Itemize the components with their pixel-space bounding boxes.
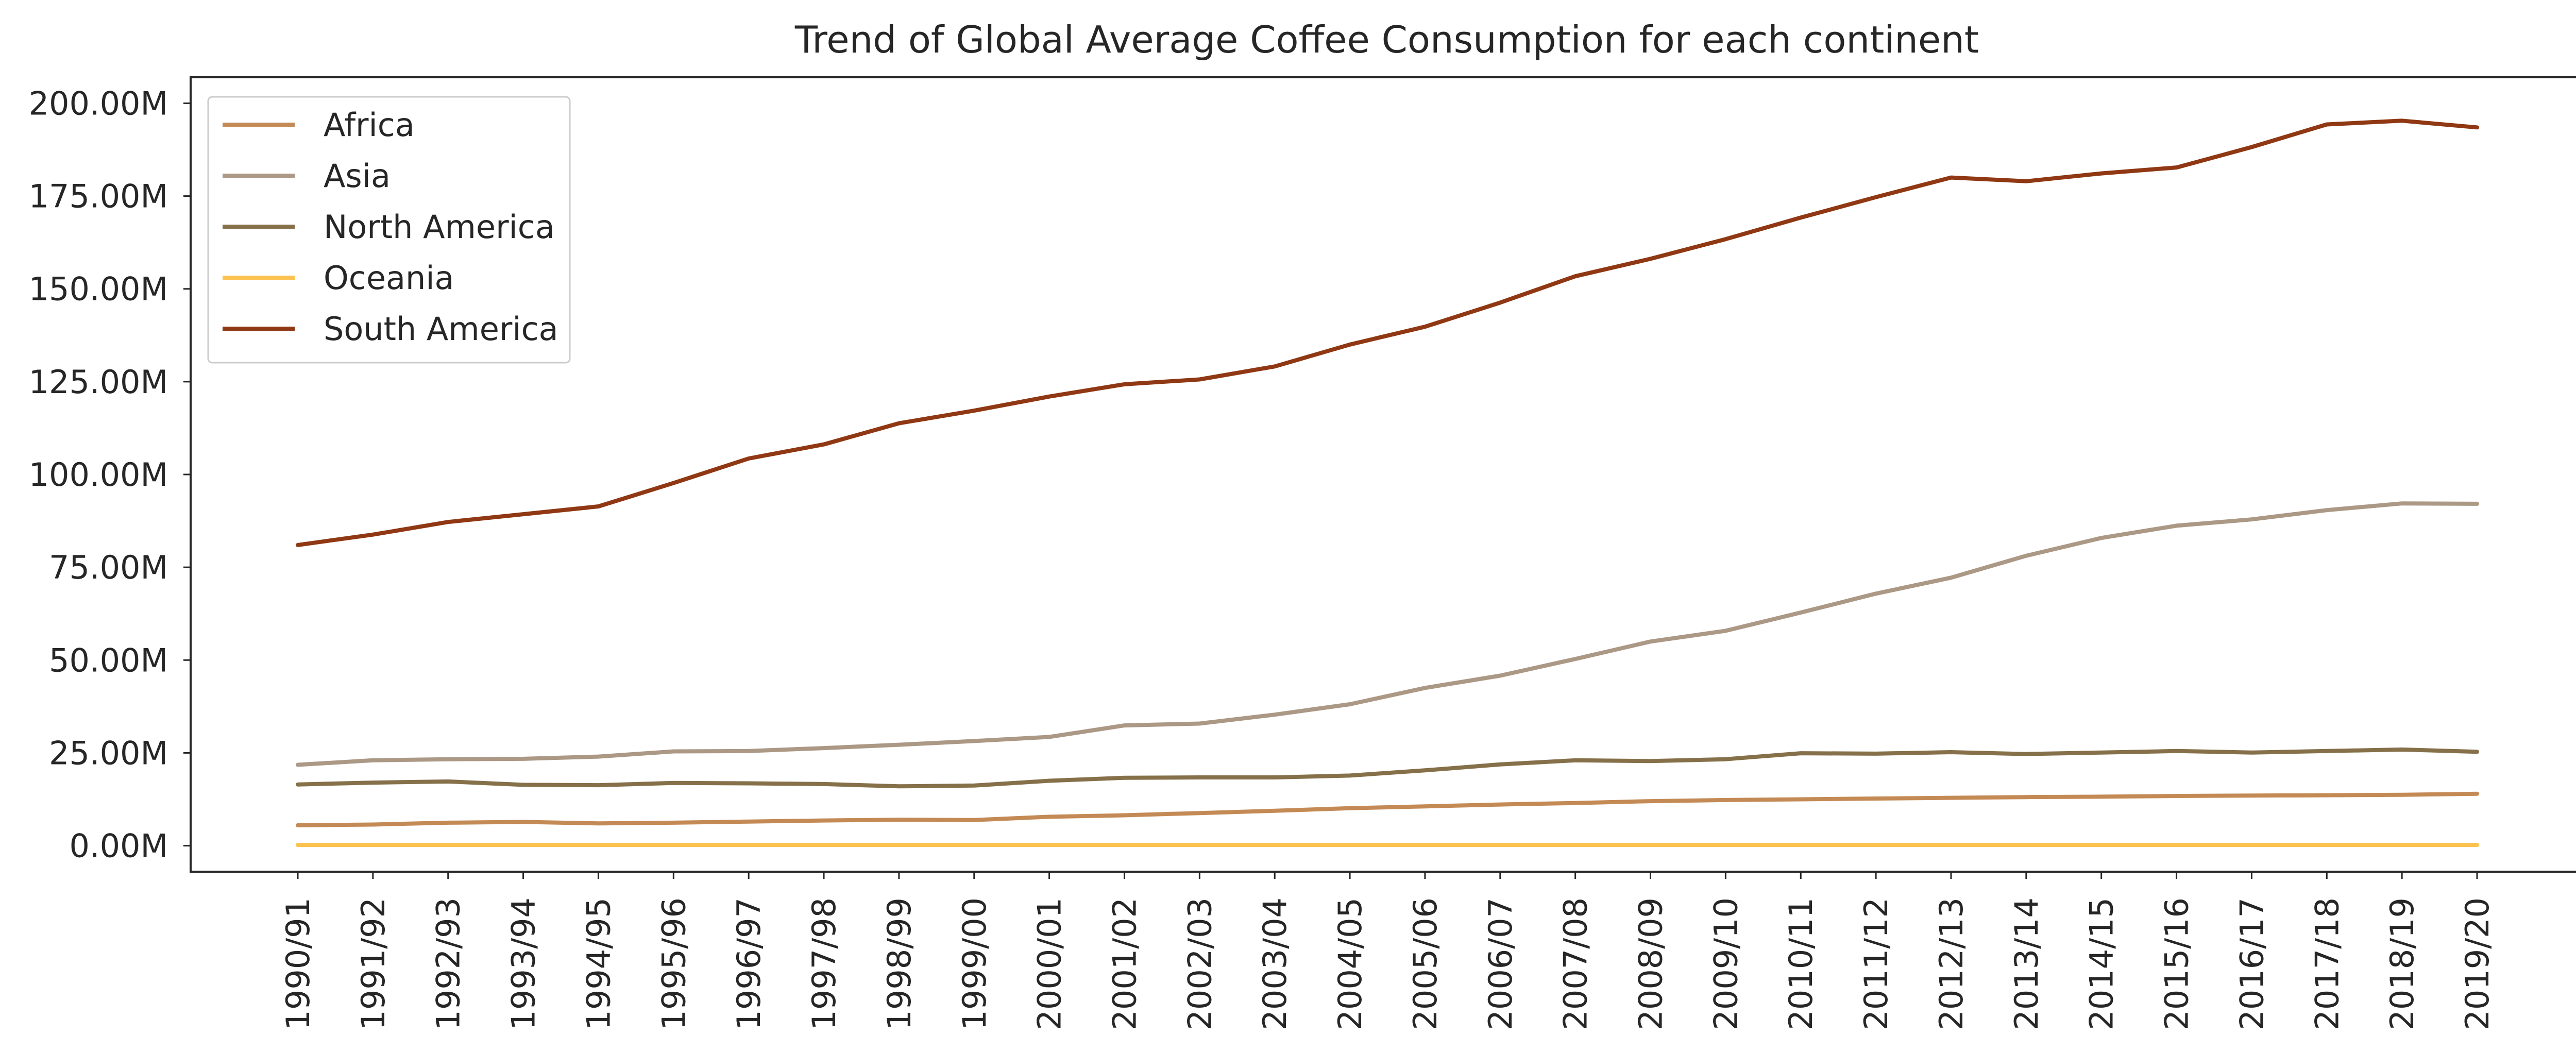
x-tick-label: 1996/97 (730, 897, 768, 1030)
y-tick-label: 175.00M (29, 178, 168, 215)
legend-box (207, 96, 571, 364)
x-tick-label: 2002/03 (1181, 897, 1218, 1030)
chart-title: Trend of Global Average Coffee Consumpti… (794, 18, 1979, 61)
legend-label: North America (324, 208, 555, 246)
x-tick-label: 1993/94 (505, 897, 543, 1030)
y-tick-label: 125.00M (29, 363, 168, 401)
series-line-asia (296, 501, 2479, 767)
legend-label: Oceania (324, 259, 454, 297)
legend-label: South America (324, 310, 558, 348)
legend-label: Africa (324, 106, 415, 144)
x-tick-label: 2009/10 (1707, 897, 1744, 1030)
series-layer (296, 118, 2479, 847)
legend-label: Asia (324, 157, 391, 195)
x-tick-label: 2015/16 (2158, 897, 2196, 1030)
y-tick-label: 100.00M (29, 456, 168, 494)
x-tick-label: 2018/19 (2383, 897, 2421, 1030)
x-tick-label: 2012/13 (1933, 897, 1970, 1030)
legend: Africa Asia North America Oceania South Amer… (207, 96, 571, 364)
y-tick-label: 25.00M (49, 734, 168, 772)
x-tick-label: 1990/91 (279, 897, 317, 1030)
x-tick-label: 2008/09 (1632, 897, 1670, 1030)
x-tick-label: 1998/99 (880, 897, 918, 1030)
x-tick-label: 2001/02 (1106, 897, 1143, 1030)
x-tick-label: 2004/05 (1331, 897, 1369, 1030)
y-tick-label: 200.00M (29, 84, 168, 122)
x-tick-label: 2011/12 (1857, 897, 1895, 1030)
y-axis: 0.00M 25.00M 50.00M 75.00M 100.00M 125.00M 150… (29, 84, 191, 865)
series-line-south-america (296, 118, 2479, 547)
x-axis: 1990/91 1991/92 1992/93 1993/94 1994/95 1995/… (279, 872, 2496, 1030)
x-tick-label: 1999/00 (956, 897, 993, 1030)
x-tick-label: 2010/11 (1782, 897, 1820, 1030)
x-tick-label: 1994/95 (580, 897, 617, 1030)
y-tick-label: 0.00M (69, 827, 168, 865)
x-tick-label: 2013/14 (2008, 897, 2045, 1030)
series-line-africa (296, 791, 2479, 827)
x-tick-label: 1995/96 (655, 897, 692, 1030)
x-tick-label: 2017/18 (2308, 897, 2346, 1030)
x-tick-label: 2006/07 (1482, 897, 1519, 1030)
x-tick-label: 2019/20 (2459, 897, 2496, 1030)
y-tick-label: 150.00M (29, 270, 168, 308)
y-tick-label: 75.00M (49, 549, 168, 586)
x-tick-label: 2005/06 (1406, 897, 1444, 1030)
x-tick-label: 2014/15 (2083, 897, 2121, 1030)
x-tick-label: 2016/17 (2233, 897, 2270, 1030)
y-tick-label: 50.00M (49, 641, 168, 679)
x-tick-label: 1992/93 (430, 897, 467, 1030)
x-tick-label: 2003/04 (1256, 897, 1294, 1030)
x-tick-label: 2000/01 (1031, 897, 1069, 1030)
x-tick-label: 1997/98 (805, 897, 843, 1030)
x-tick-label: 1991/92 (354, 897, 392, 1030)
x-tick-label: 2007/08 (1557, 897, 1595, 1030)
series-line-north-america (296, 747, 2479, 789)
